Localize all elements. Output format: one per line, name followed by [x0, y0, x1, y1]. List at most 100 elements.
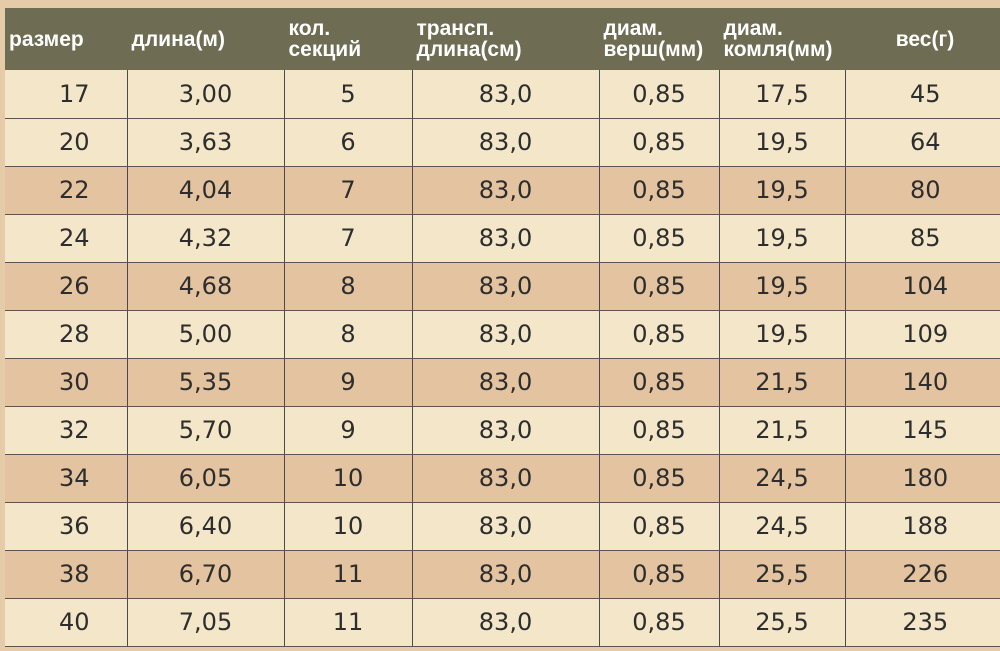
cell-sections: 8: [284, 262, 413, 311]
cell-weight: 180: [845, 454, 1000, 503]
cell-tip-diameter: 0,85: [599, 310, 720, 359]
cell-length: 4,68: [127, 262, 285, 311]
cell-tip-diameter: 0,85: [599, 118, 720, 167]
cell-length: 7,05: [127, 598, 285, 647]
cell-butt-diameter: 19,5: [719, 262, 846, 311]
table-row: 26 4,68 8 83,0 0,85 19,5 104: [5, 262, 1000, 311]
cell-weight: 104: [845, 262, 1000, 311]
cell-size: 36: [5, 502, 128, 551]
cell-butt-diameter: 24,5: [719, 502, 846, 551]
cell-size: 30: [5, 358, 128, 407]
cell-size: 28: [5, 310, 128, 359]
cell-size: 38: [5, 550, 128, 599]
table-row: 36 6,40 10 83,0 0,85 24,5 188: [5, 502, 1000, 551]
cell-sections: 10: [284, 454, 413, 503]
cell-tip-diameter: 0,85: [599, 406, 720, 455]
column-header-transport-length: трансп. длина(см): [412, 8, 600, 70]
cell-butt-diameter: 17,5: [719, 70, 846, 119]
table-row: 22 4,04 7 83,0 0,85 19,5 80: [5, 166, 1000, 215]
cell-tip-diameter: 0,85: [599, 550, 720, 599]
specifications-table: размер длина(м) кол. секций трансп. длин…: [5, 8, 1000, 647]
table-row: 24 4,32 7 83,0 0,85 19,5 85: [5, 214, 1000, 263]
cell-butt-diameter: 24,5: [719, 454, 846, 503]
cell-sections: 7: [284, 214, 413, 263]
cell-length: 5,00: [127, 310, 285, 359]
cell-sections: 11: [284, 598, 413, 647]
cell-weight: 188: [845, 502, 1000, 551]
column-header-tip-diameter: диам. верш(мм): [599, 8, 720, 70]
column-header-size: размер: [5, 8, 128, 70]
cell-butt-diameter: 25,5: [719, 550, 846, 599]
table-row: 17 3,00 5 83,0 0,85 17,5 45: [5, 70, 1000, 119]
column-header-sections: кол. секций: [284, 8, 413, 70]
table-header: размер длина(м) кол. секций трансп. длин…: [5, 8, 1000, 70]
cell-butt-diameter: 19,5: [719, 310, 846, 359]
table-row: 20 3,63 6 83,0 0,85 19,5 64: [5, 118, 1000, 167]
cell-butt-diameter: 21,5: [719, 406, 846, 455]
cell-size: 22: [5, 166, 128, 215]
cell-length: 6,40: [127, 502, 285, 551]
cell-transport-length: 83,0: [412, 70, 600, 119]
cell-size: 40: [5, 598, 128, 647]
column-header-weight: вес(г): [845, 8, 1000, 70]
header-row: размер длина(м) кол. секций трансп. длин…: [5, 8, 1000, 70]
table-row: 38 6,70 11 83,0 0,85 25,5 226: [5, 550, 1000, 599]
cell-sections: 10: [284, 502, 413, 551]
cell-tip-diameter: 0,85: [599, 262, 720, 311]
cell-length: 4,04: [127, 166, 285, 215]
cell-tip-diameter: 0,85: [599, 454, 720, 503]
cell-size: 34: [5, 454, 128, 503]
cell-weight: 64: [845, 118, 1000, 167]
cell-length: 5,70: [127, 406, 285, 455]
cell-weight: 145: [845, 406, 1000, 455]
cell-size: 24: [5, 214, 128, 263]
cell-transport-length: 83,0: [412, 310, 600, 359]
table-row: 28 5,00 8 83,0 0,85 19,5 109: [5, 310, 1000, 359]
cell-transport-length: 83,0: [412, 454, 600, 503]
cell-butt-diameter: 19,5: [719, 118, 846, 167]
cell-weight: 45: [845, 70, 1000, 119]
cell-length: 5,35: [127, 358, 285, 407]
cell-length: 6,05: [127, 454, 285, 503]
cell-sections: 6: [284, 118, 413, 167]
cell-tip-diameter: 0,85: [599, 214, 720, 263]
cell-transport-length: 83,0: [412, 598, 600, 647]
cell-butt-diameter: 25,5: [719, 598, 846, 647]
cell-sections: 9: [284, 358, 413, 407]
cell-weight: 235: [845, 598, 1000, 647]
table-row: 40 7,05 11 83,0 0,85 25,5 235: [5, 598, 1000, 647]
cell-butt-diameter: 21,5: [719, 358, 846, 407]
cell-length: 3,00: [127, 70, 285, 119]
cell-tip-diameter: 0,85: [599, 358, 720, 407]
table-row: 30 5,35 9 83,0 0,85 21,5 140: [5, 358, 1000, 407]
cell-length: 3,63: [127, 118, 285, 167]
cell-butt-diameter: 19,5: [719, 166, 846, 215]
cell-size: 17: [5, 70, 128, 119]
cell-transport-length: 83,0: [412, 406, 600, 455]
cell-transport-length: 83,0: [412, 214, 600, 263]
cell-transport-length: 83,0: [412, 550, 600, 599]
cell-weight: 109: [845, 310, 1000, 359]
cell-sections: 9: [284, 406, 413, 455]
cell-sections: 11: [284, 550, 413, 599]
cell-sections: 7: [284, 166, 413, 215]
cell-size: 26: [5, 262, 128, 311]
column-header-length: длина(м): [127, 8, 285, 70]
cell-sections: 8: [284, 310, 413, 359]
cell-transport-length: 83,0: [412, 166, 600, 215]
cell-transport-length: 83,0: [412, 118, 600, 167]
cell-transport-length: 83,0: [412, 502, 600, 551]
cell-weight: 85: [845, 214, 1000, 263]
cell-tip-diameter: 0,85: [599, 598, 720, 647]
column-header-butt-diameter: диам. комля(мм): [719, 8, 846, 70]
cell-transport-length: 83,0: [412, 262, 600, 311]
table-row: 32 5,70 9 83,0 0,85 21,5 145: [5, 406, 1000, 455]
cell-weight: 140: [845, 358, 1000, 407]
cell-weight: 80: [845, 166, 1000, 215]
cell-sections: 5: [284, 70, 413, 119]
cell-tip-diameter: 0,85: [599, 502, 720, 551]
cell-length: 4,32: [127, 214, 285, 263]
cell-butt-diameter: 19,5: [719, 214, 846, 263]
cell-size: 20: [5, 118, 128, 167]
